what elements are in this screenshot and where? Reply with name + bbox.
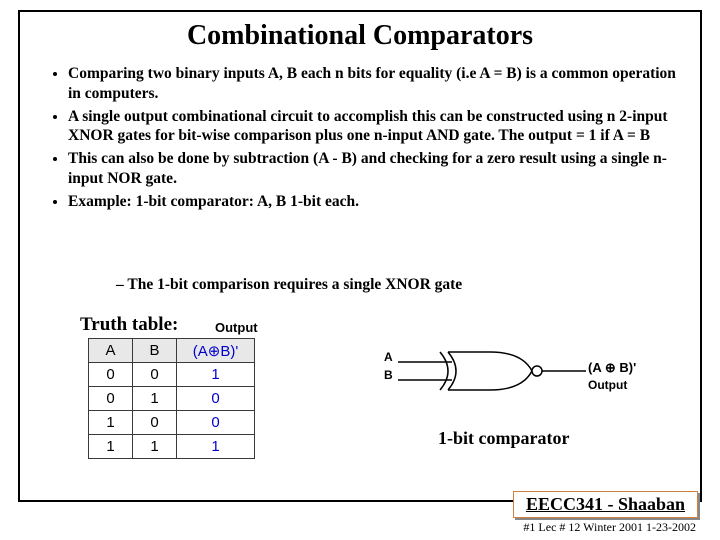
slide-footer: #1 Lec # 12 Winter 2001 1-23-2002 bbox=[523, 520, 696, 535]
cell-out: 0 bbox=[177, 411, 255, 435]
gate-output-label: Output bbox=[588, 378, 627, 392]
truth-table: A B (A⊕B)' 0 0 1 0 1 0 1 0 0 1 1 1 bbox=[88, 338, 255, 459]
table-row: 0 0 1 bbox=[89, 363, 255, 387]
table-row: A B (A⊕B)' bbox=[89, 339, 255, 363]
output-column-label: Output bbox=[215, 320, 258, 335]
cell: 0 bbox=[133, 363, 177, 387]
sub-bullet-1: The 1-bit comparison requires a single X… bbox=[116, 276, 462, 294]
cell: 1 bbox=[89, 435, 133, 459]
cell: 1 bbox=[89, 411, 133, 435]
xnor-gate-icon bbox=[390, 348, 590, 408]
th-b: B bbox=[133, 339, 177, 363]
truth-table-label: Truth table: bbox=[80, 314, 178, 336]
cell: 0 bbox=[89, 387, 133, 411]
course-box: EECC341 - Shaaban bbox=[513, 491, 698, 518]
th-a: A bbox=[89, 339, 133, 363]
bullet-4: Example: 1-bit comparator: A, B 1-bit ea… bbox=[68, 192, 680, 212]
cell-out: 0 bbox=[177, 387, 255, 411]
bullet-2: A single output combinational circuit to… bbox=[68, 107, 680, 147]
cell: 0 bbox=[89, 363, 133, 387]
diagram-caption: 1-bit comparator bbox=[438, 428, 569, 449]
slide-title: Combinational Comparators bbox=[20, 20, 700, 52]
bullet-list: Comparing two binary inputs A, B each n … bbox=[50, 64, 680, 215]
cell-out: 1 bbox=[177, 363, 255, 387]
cell: 1 bbox=[133, 387, 177, 411]
cell-out: 1 bbox=[177, 435, 255, 459]
cell: 1 bbox=[133, 435, 177, 459]
slide-frame: Combinational Comparators Comparing two … bbox=[18, 10, 702, 502]
bullet-3: This can also be done by subtraction (A … bbox=[68, 149, 680, 189]
table-row: 1 0 0 bbox=[89, 411, 255, 435]
th-out: (A⊕B)' bbox=[177, 339, 255, 363]
cell: 0 bbox=[133, 411, 177, 435]
gate-output-expr: (A ⊕ B)' bbox=[588, 360, 636, 376]
bullet-1: Comparing two binary inputs A, B each n … bbox=[68, 64, 680, 104]
table-row: 1 1 1 bbox=[89, 435, 255, 459]
table-row: 0 1 0 bbox=[89, 387, 255, 411]
